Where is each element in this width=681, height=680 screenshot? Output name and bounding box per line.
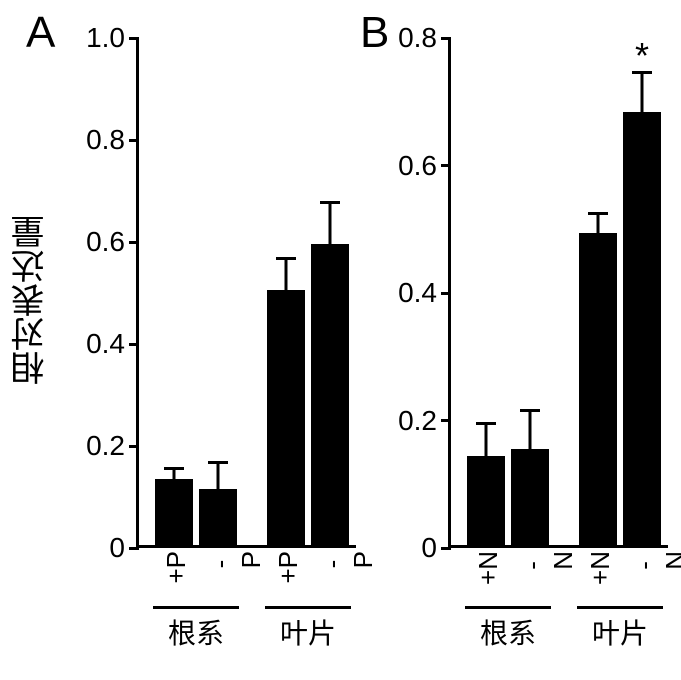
- y-tick-mark: [129, 139, 139, 142]
- panel-a-label: A: [26, 8, 55, 58]
- error-bar: [641, 73, 644, 111]
- group-label: 根系: [168, 612, 224, 652]
- significance-marker: *: [635, 38, 649, 74]
- y-tick-label: 0.4: [398, 277, 437, 309]
- error-bar: [529, 411, 532, 449]
- error-cap: [588, 212, 608, 215]
- y-tick-mark: [129, 547, 139, 550]
- x-condition-label: +P: [161, 545, 192, 584]
- y-tick-mark: [129, 241, 139, 244]
- panel-b-plot-area: 00.20.40.60.8+N-N+N*-N根系叶片: [448, 38, 668, 548]
- y-tick-mark: [441, 164, 451, 167]
- error-cap: [208, 461, 228, 464]
- bar: [267, 290, 305, 545]
- y-tick-mark: [441, 37, 451, 40]
- x-condition-label: -N: [629, 545, 681, 570]
- x-condition-label: -P: [205, 545, 267, 568]
- y-tick-label: 1.0: [86, 22, 125, 54]
- bar: [579, 233, 617, 545]
- group-underline: [577, 606, 663, 609]
- error-cap: [320, 201, 340, 204]
- y-tick-mark: [129, 37, 139, 40]
- error-bar: [485, 424, 488, 456]
- error-cap: [520, 409, 540, 412]
- group-underline: [465, 606, 551, 609]
- x-condition-label: +N: [473, 545, 504, 585]
- group-label: 根系: [480, 612, 536, 652]
- x-condition-label: +N: [585, 545, 616, 585]
- y-tick-label: 0.2: [398, 405, 437, 437]
- y-tick-label: 0: [109, 532, 125, 564]
- y-tick-label: 0.6: [86, 226, 125, 258]
- panel-a-plot-area: 00.20.40.60.81.0+P-P+P-P根系叶片: [136, 38, 356, 548]
- y-axis-title: 相对表达量: [6, 180, 55, 420]
- error-cap: [476, 422, 496, 425]
- panel-b-label: B: [360, 8, 389, 58]
- bar: [155, 479, 193, 545]
- group-label: 叶片: [280, 612, 336, 652]
- y-tick-mark: [129, 343, 139, 346]
- y-tick-label: 0.4: [86, 328, 125, 360]
- bar: [311, 244, 349, 545]
- x-condition-label: +P: [273, 545, 304, 584]
- bar: [199, 489, 237, 545]
- group-underline: [265, 606, 351, 609]
- y-tick-label: 0.8: [398, 22, 437, 54]
- error-bar: [597, 214, 600, 233]
- figure: 相对表达量 A 00.20.40.60.81.0+P-P+P-P根系叶片 B 0…: [0, 0, 681, 680]
- y-tick-label: 0.2: [86, 430, 125, 462]
- y-tick-mark: [129, 445, 139, 448]
- y-tick-mark: [441, 419, 451, 422]
- y-tick-label: 0: [421, 532, 437, 564]
- group-underline: [153, 606, 239, 609]
- y-tick-label: 0.8: [86, 124, 125, 156]
- group-label: 叶片: [592, 612, 648, 652]
- x-condition-label: -N: [517, 545, 579, 570]
- error-bar: [285, 259, 288, 290]
- bar: [467, 456, 505, 545]
- error-bar: [217, 463, 220, 489]
- error-cap: [276, 257, 296, 260]
- x-condition-label: -P: [317, 545, 379, 568]
- bar: [623, 112, 661, 546]
- error-cap: [164, 467, 184, 470]
- error-bar: [329, 203, 332, 244]
- bar: [511, 449, 549, 545]
- y-tick-mark: [441, 547, 451, 550]
- error-bar: [173, 469, 176, 479]
- y-tick-label: 0.6: [398, 150, 437, 182]
- y-tick-mark: [441, 292, 451, 295]
